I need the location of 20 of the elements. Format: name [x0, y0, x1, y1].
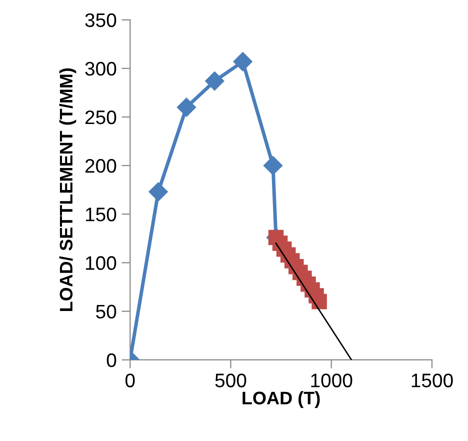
y-tick-label: 150 — [86, 208, 116, 222]
point — [205, 72, 224, 91]
y-tick-label: 350 — [85, 13, 116, 28]
x-tick-label: 500 — [215, 374, 246, 388]
x-axis-title: LOAD (T) — [242, 391, 320, 408]
y-tick-label: 200 — [85, 159, 116, 173]
y-tick-label: 50 — [96, 304, 116, 319]
x-tick-label: 0 — [125, 374, 135, 388]
y-tick-label: 250 — [85, 110, 116, 124]
x-tick-label: 1000 — [311, 374, 352, 388]
point — [263, 156, 283, 176]
y-axis-title: LOAD/ SETTLEMENT (T/MM) — [59, 68, 76, 311]
y-tick-label: 0 — [106, 353, 116, 368]
y-tick-label: 100 — [86, 256, 116, 270]
point — [176, 98, 196, 117]
x-tick-label: 1500 — [412, 374, 453, 388]
point — [233, 52, 252, 72]
point — [312, 294, 327, 310]
y-tick-label: 300 — [85, 62, 116, 76]
point — [148, 182, 168, 202]
